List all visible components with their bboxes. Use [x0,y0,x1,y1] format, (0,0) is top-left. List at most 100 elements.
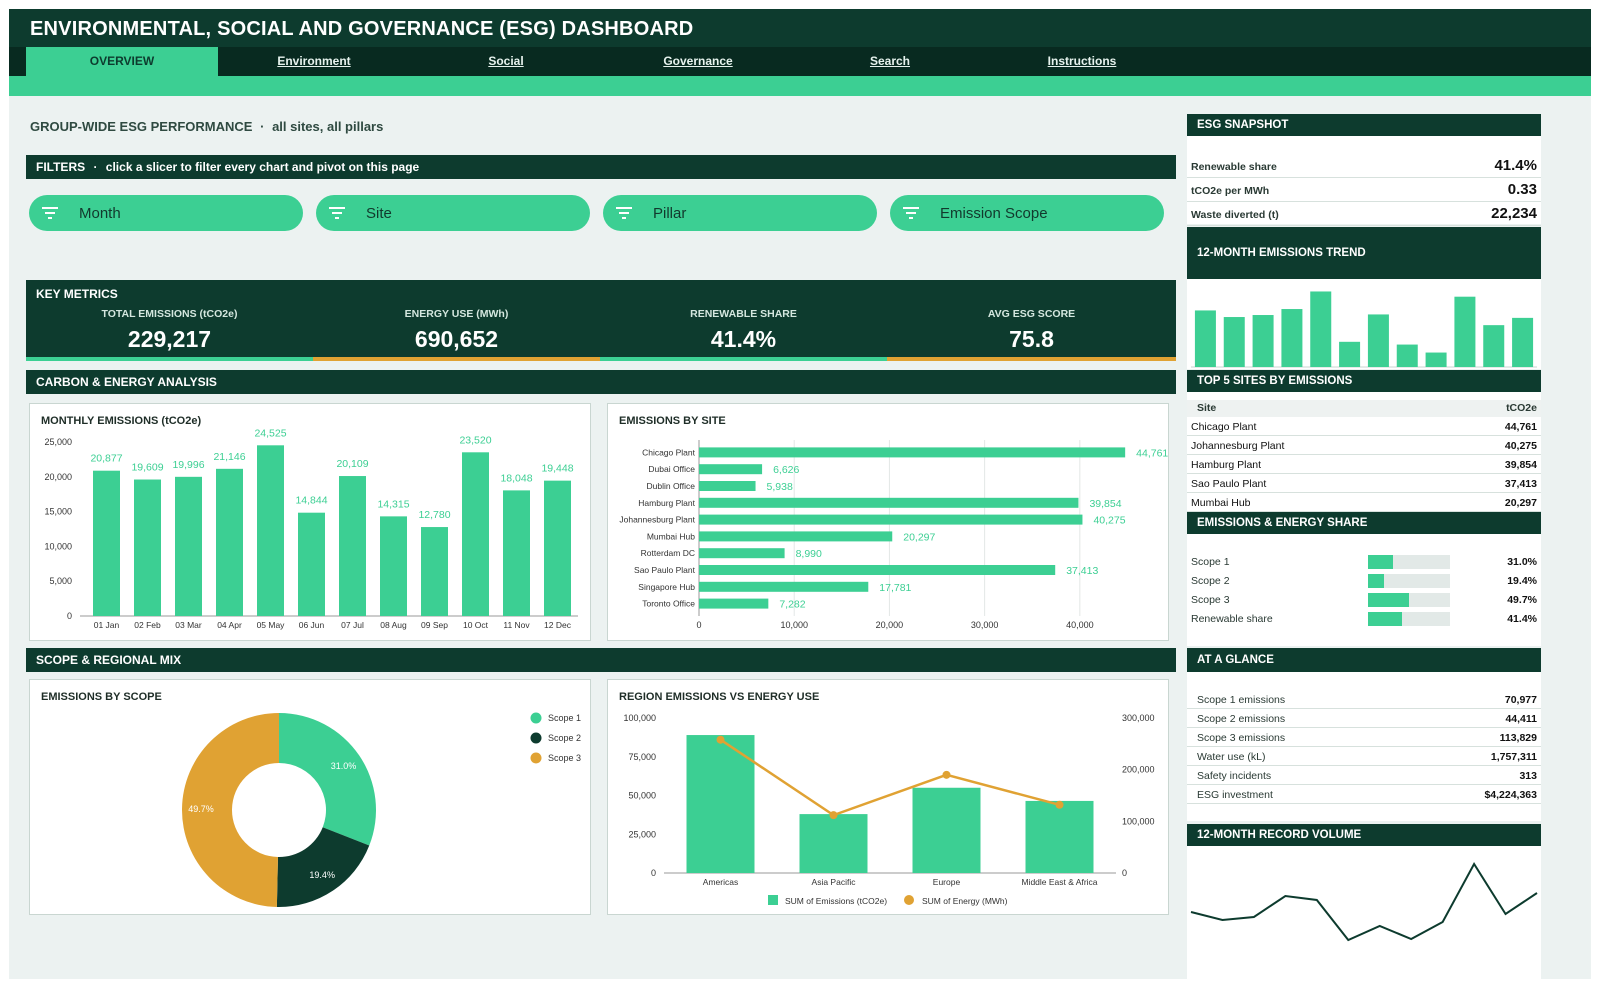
snapshot-header: ESG SNAPSHOT [1187,114,1541,136]
data-label: 19,609 [131,462,163,474]
monthly-emissions-card: MONTHLY EMISSIONS (tCO2e) 0 5,000 10,000 15… [29,403,591,641]
x-tick-label: 03 Mar [175,620,202,630]
site-value: 39,854 [1504,459,1537,471]
bar [699,514,1083,525]
legend-label: SUM of Emissions (tCO2e) [785,896,887,906]
legend-swatch [530,752,542,764]
tab-instructions[interactable]: Instructions [1047,54,1117,68]
x-tick-label: Americas [703,877,738,887]
top-sites-panel: Site tCO2e Chicago Plant 44,761 Johannesb… [1187,392,1541,512]
snapshot-value: 22,234 [1491,205,1537,222]
tab-environment[interactable]: Environment [277,54,351,68]
page-scope-note: all sites, all pillars [272,119,384,134]
tab-governance[interactable]: Governance [663,54,733,68]
bar [175,476,202,616]
x-tick-label: 01 Jan [94,620,120,630]
filter-icon [42,207,58,219]
legend-label: Scope 1 [548,713,581,723]
share-label: Scope 1 [1191,556,1230,568]
record-volume-header: 12-MONTH RECORD VOLUME [1187,824,1541,846]
snapshot-label: Renewable share [1191,161,1277,173]
bar [544,480,571,616]
filter-icon [329,207,345,219]
bar [1425,352,1447,367]
bar [1025,800,1094,873]
line-point [942,770,951,779]
bar [1223,317,1245,367]
y-tick-label: Mumbai Hub [647,531,695,541]
record-volume-chart [1190,862,1538,942]
x-tick-label: 40,000 [1066,620,1094,630]
kpi-accent-bar [26,357,313,361]
data-label: 14,315 [377,498,409,510]
series-line [719,738,1060,817]
emissions-by-site-card: EMISSIONS BY SITE 0 10,000 20,000 30,000 40,… [607,403,1169,641]
bar [1339,341,1361,367]
y-tick-label: 25,000 [44,437,72,447]
share-fill [1368,574,1384,588]
slice-label: 49.7% [188,804,214,814]
tab-search[interactable]: Search [869,54,911,68]
y-left-tick-label: 100,000 [623,713,656,723]
bar [503,490,530,616]
data-label: 37,413 [1066,565,1098,577]
glance-label: Scope 2 emissions [1197,713,1286,725]
data-label: 8,990 [796,548,822,560]
share-track [1368,574,1450,588]
x-tick-label: 11 Nov [503,620,530,630]
slicer-label: Month [79,205,121,222]
bar [1396,344,1418,367]
section-header-carbon: CARBON & ENERGY ANALYSIS [26,370,1176,394]
kpi-label: AVG ESG SCORE [987,308,1076,320]
kpi-total-emissions: TOTAL EMISSIONS (tCO2e) 229,217 [26,306,313,361]
share-fill [1368,593,1409,607]
x-tick-label: 05 May [257,620,286,630]
y-tick-label: 10,000 [44,541,72,551]
bar [93,470,120,616]
slicer-pillar[interactable]: Pillar [603,195,877,231]
table-row: Johannesburg Plant 40,275 [1187,436,1541,455]
data-label: 20,109 [336,458,368,470]
slicer-site[interactable]: Site [316,195,590,231]
bar [686,735,755,873]
y-left-tick-label: 50,000 [628,791,656,801]
x-tick-label: Europe [933,877,961,887]
line-point [1055,800,1064,809]
share-value: 49.7% [1507,594,1537,606]
bar [912,787,981,873]
tab-social[interactable]: Social [488,54,524,68]
share-value: 41.4% [1507,613,1537,625]
dashboard-frame: ENVIRONMENTAL, SOCIAL AND GOVERNANCE (ES… [9,9,1591,979]
heading-separator: · [260,119,265,134]
glance-value: 113,829 [1499,732,1537,744]
kpi-value: 75.8 [1009,326,1054,352]
energy-share-panel: Scope 1 31.0% Scope 2 19.4% Scope 3 49.7… [1187,534,1541,646]
tab-overview[interactable]: OVERVIEW [26,47,218,77]
trend-panel [1187,279,1541,369]
kpi-accent-bar [600,357,887,361]
bar [1367,314,1389,367]
data-label: 19,996 [172,459,204,471]
share-row: Renewable share 41.4% [1187,610,1541,629]
bar [699,581,869,592]
share-fill [1368,612,1402,626]
glance-value: 313 [1519,770,1537,782]
glance-row: Water use (kL) 1,757,311 [1187,747,1541,766]
slicer-month[interactable]: Month [29,195,303,231]
share-label: Scope 3 [1191,594,1230,606]
x-tick-label: Middle East & Africa [1021,877,1097,887]
kpi-label: ENERGY USE (MWh) [404,308,509,320]
data-label: 14,844 [295,495,327,507]
y-tick-label: Hamburg Plant [638,498,695,508]
legend-swatch [530,732,542,744]
site-name: Sao Paulo Plant [1191,478,1267,490]
y-tick-label: Dubai Office [648,464,695,474]
slicer-emission-scope[interactable]: Emission Scope [890,195,1164,231]
y-tick-label: Singapore Hub [638,582,695,592]
site-value: 44,761 [1504,421,1537,433]
bar [699,598,769,609]
share-track [1368,555,1450,569]
kpi-avg-esg-score: AVG ESG SCORE 75.8 [887,306,1176,361]
y-tick-label: 15,000 [44,507,72,517]
bar [462,452,489,616]
